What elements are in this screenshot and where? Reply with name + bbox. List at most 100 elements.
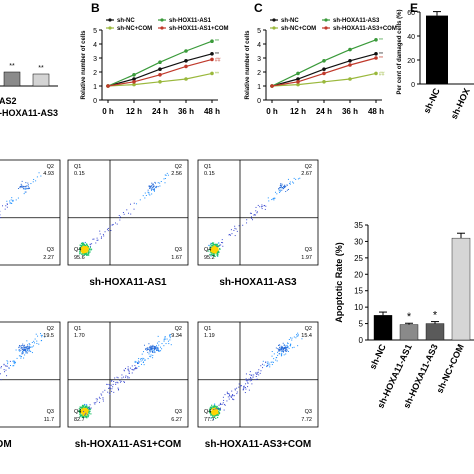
flow-event-dot: [36, 176, 38, 178]
flow-event-dot: [87, 411, 89, 413]
flow-event-dot: [112, 383, 114, 385]
flow-event-dot: [83, 416, 85, 418]
flow-event-dot: [19, 187, 21, 189]
flow-event-dot: [212, 251, 214, 253]
flow-event-dot: [119, 219, 121, 221]
flow-event-dot: [268, 200, 270, 202]
panel-c-legend-marker: [324, 26, 328, 30]
flow-event-dot: [17, 187, 19, 189]
flow-event-dot: [88, 410, 90, 412]
flow-q2-value: 9.34: [171, 333, 182, 339]
flow-event-dot: [297, 334, 299, 336]
flow-event-dot: [157, 350, 159, 352]
flow-event-dot: [156, 347, 158, 349]
flow-event-dot: [11, 197, 13, 199]
flow-event-dot: [215, 249, 217, 251]
flow-event-dot: [21, 353, 23, 355]
flow-event-dot: [31, 352, 33, 354]
flow-event-dot: [155, 346, 157, 348]
flow-event-dot: [218, 413, 220, 415]
flow-event-dot: [210, 414, 212, 416]
flow-event-dot: [86, 406, 88, 409]
panel-c-significance-mark: **: [379, 52, 383, 58]
flow-event-dot: [5, 205, 7, 207]
flow-event-dot: [269, 366, 271, 368]
flow-event-dot: [135, 368, 137, 370]
flow-event-dot: [82, 408, 84, 410]
top-left-bar-1: [3, 71, 21, 87]
flow-event-dot: [122, 212, 124, 214]
panel-b-x-tick-label: 24 h: [152, 107, 168, 116]
flow-event-dot: [136, 203, 138, 205]
flow-event-dot: [288, 347, 290, 349]
flow-event-dot: [21, 184, 23, 186]
flow-event-dot: [40, 175, 42, 177]
flow-q3-value: 6.27: [171, 417, 182, 423]
flow-event-dot: [114, 222, 116, 224]
flow-event-dot: [80, 248, 83, 250]
flow-event-dot: [25, 186, 27, 188]
flow-event-dot: [280, 183, 282, 185]
flow-plot-caption: sh-HOXA11-AS3: [219, 277, 297, 288]
flow-event-dot: [28, 343, 30, 345]
flow-event-dot: [33, 340, 35, 342]
flow-q4-value: 95.2: [204, 255, 215, 261]
flow-event-dot: [214, 245, 216, 247]
flow-event-dot: [280, 346, 282, 348]
flow-event-dot: [148, 186, 150, 188]
flow-event-dot: [104, 231, 106, 233]
flow-event-dot: [21, 186, 23, 188]
flow-event-dot: [11, 202, 13, 204]
flow-q2-value: 19.5: [43, 333, 54, 339]
flow-event-dot: [3, 364, 5, 366]
panel-c-data-point: [348, 77, 352, 81]
flow-event-dot: [84, 403, 86, 406]
flow-event-dot: [123, 370, 125, 372]
flow-event-dot: [219, 248, 221, 250]
flow-event-dot: [27, 352, 29, 354]
flow-event-dot: [24, 185, 26, 187]
apoptosis-y-tick-label: 10: [354, 303, 363, 312]
panel-c-data-point: [296, 82, 300, 87]
flow-event-dot: [6, 206, 8, 208]
flow-event-dot: [211, 242, 213, 245]
flow-event-dot: [9, 200, 11, 202]
flow-event-dot: [213, 406, 215, 408]
flow-event-dot: [216, 416, 219, 419]
flow-event-dot: [210, 249, 212, 251]
flow-event-dot: [245, 379, 247, 381]
flow-event-dot: [145, 195, 147, 197]
flow-event-dot: [79, 250, 81, 253]
flow-event-dot: [84, 241, 86, 244]
flow-event-dot: [93, 402, 95, 404]
flow-q4-label: Q4: [204, 247, 211, 253]
flow-event-dot: [79, 406, 82, 409]
flow-event-dot: [82, 243, 84, 246]
flow-event-dot: [250, 379, 252, 381]
flow-event-dot: [220, 244, 222, 246]
flow-event-dot: [212, 419, 214, 421]
flow-event-dot: [151, 188, 153, 190]
flow-event-dot: [282, 347, 284, 349]
panel-b-data-point: [132, 82, 136, 87]
flow-event-dot: [249, 212, 251, 214]
flow-event-dot: [280, 186, 282, 188]
flow-event-dot: [240, 385, 242, 387]
flow-event-dot: [287, 342, 289, 344]
flow-event-dot: [166, 172, 168, 174]
flow-event-dot: [281, 187, 283, 189]
flow-event-dot: [234, 389, 236, 391]
flow-event-dot: [82, 416, 84, 419]
flow-event-dot: [6, 375, 8, 377]
flow-event-dot: [288, 338, 290, 340]
flow-event-dot: [20, 183, 22, 185]
flow-event-dot: [265, 361, 267, 363]
flow-event-dot: [19, 350, 21, 352]
flow-event-dot: [127, 366, 129, 368]
flow-event-dot: [236, 393, 238, 395]
flow-event-dot: [36, 340, 38, 342]
flow-event-dot: [82, 415, 84, 417]
flow-event-dot: [109, 386, 111, 388]
flow-event-dot: [20, 355, 22, 357]
